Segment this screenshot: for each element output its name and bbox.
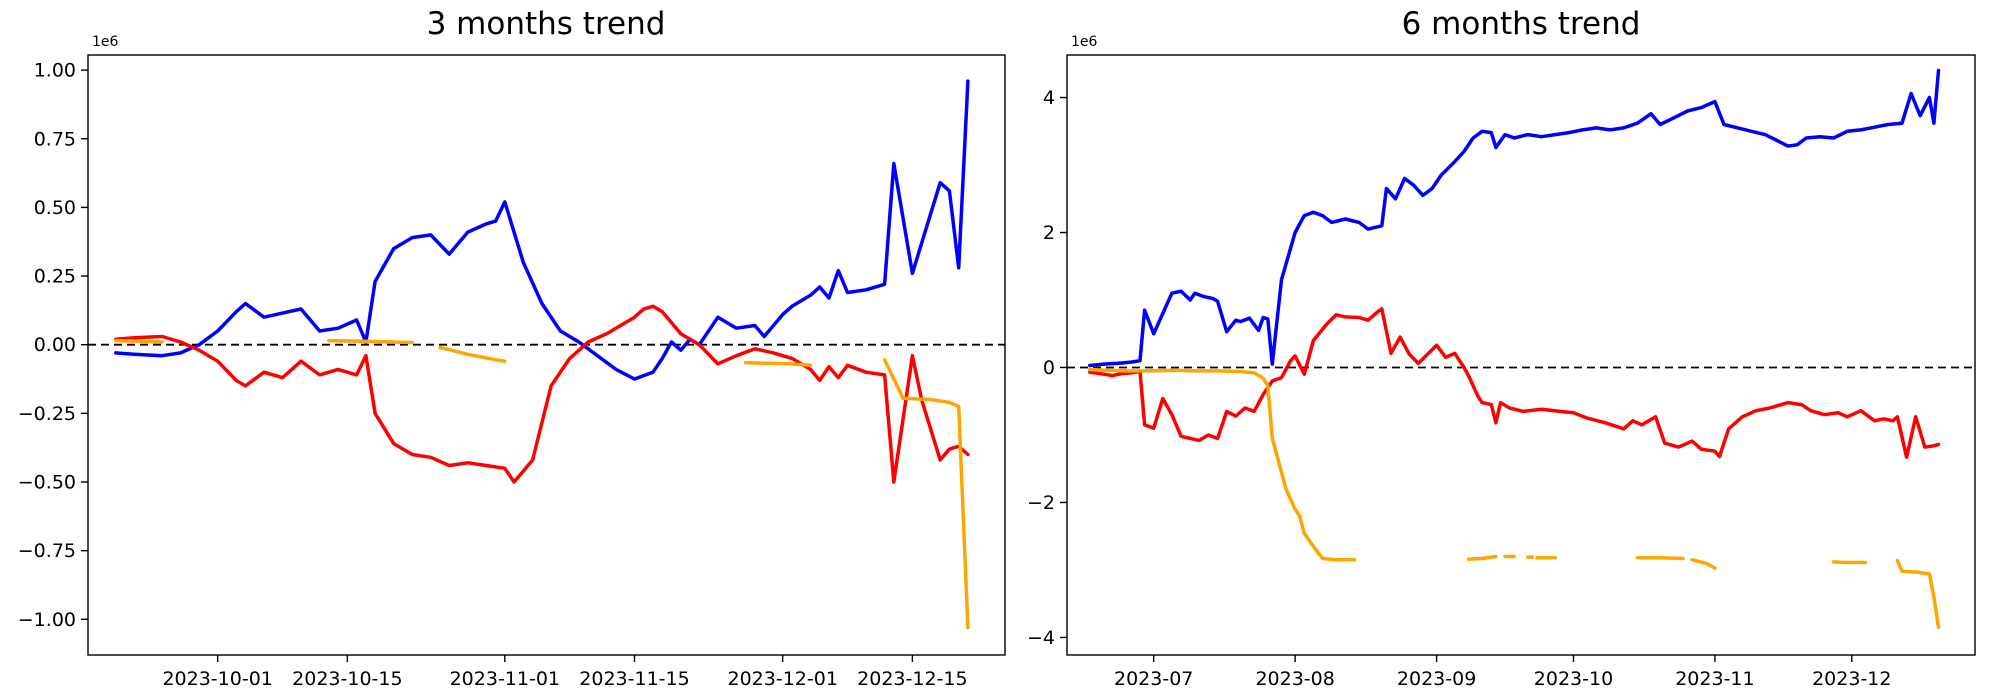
y-axis-offset-label-left: 1e6 xyxy=(92,34,119,50)
x-tick-label: 2023-12 xyxy=(1812,668,1891,690)
y-tick-label: 0.25 xyxy=(34,266,76,288)
orange-series xyxy=(1895,558,1941,630)
y-axis-offset-label-right: 1e6 xyxy=(1071,34,1098,50)
y-tick-label: −2 xyxy=(1027,492,1055,514)
orange-series xyxy=(1690,558,1717,570)
y-tick-label: 0.00 xyxy=(34,334,76,356)
y-tick-label: 4 xyxy=(1043,87,1055,109)
orange-series xyxy=(1088,367,1357,562)
chart-title-6-months: 6 months trend xyxy=(1401,6,1641,42)
red-series xyxy=(114,304,970,484)
x-tick-label: 2023-10-15 xyxy=(292,668,402,690)
x-tick-label: 2023-07 xyxy=(1114,668,1193,690)
y-tick-label: 1.00 xyxy=(34,60,76,82)
chart-title-3-months: 3 months trend xyxy=(426,6,666,42)
x-tick-label: 2023-08 xyxy=(1255,668,1334,690)
blue-series xyxy=(1088,68,1941,368)
y-tick-label: 0.75 xyxy=(34,128,76,150)
x-tick-label: 2023-10-01 xyxy=(162,668,272,690)
x-tick-label: 2023-09 xyxy=(1397,668,1476,690)
axes-frame xyxy=(87,54,1006,656)
orange-series xyxy=(743,360,813,368)
y-tick-label: −0.50 xyxy=(18,472,76,494)
y-tick-label: −0.75 xyxy=(18,540,76,562)
orange-series xyxy=(114,338,164,344)
orange-series xyxy=(1831,560,1868,565)
axes-frame xyxy=(1066,54,1976,656)
x-tick-label: 2023-11-15 xyxy=(579,668,689,690)
y-tick-label: 0 xyxy=(1043,357,1055,379)
x-tick-label: 2023-12-01 xyxy=(727,668,837,690)
orange-series xyxy=(1466,554,1498,561)
y-tick-label: 2 xyxy=(1043,222,1055,244)
orange-series xyxy=(438,345,507,363)
orange-series xyxy=(882,358,970,630)
x-tick-label: 2023-12-15 xyxy=(857,668,967,690)
x-tick-label: 2023-10 xyxy=(1534,668,1613,690)
x-tick-label: 2023-11 xyxy=(1675,668,1754,690)
x-tick-label: 2023-11-01 xyxy=(450,668,560,690)
y-tick-label: 0.50 xyxy=(34,197,76,219)
red-series xyxy=(1088,307,1941,459)
y-tick-label: −0.25 xyxy=(18,403,76,425)
y-tick-label: −1.00 xyxy=(18,609,76,631)
orange-series xyxy=(1635,556,1685,561)
blue-series xyxy=(114,79,970,381)
y-tick-label: −4 xyxy=(1027,627,1055,649)
orange-series xyxy=(327,338,414,345)
